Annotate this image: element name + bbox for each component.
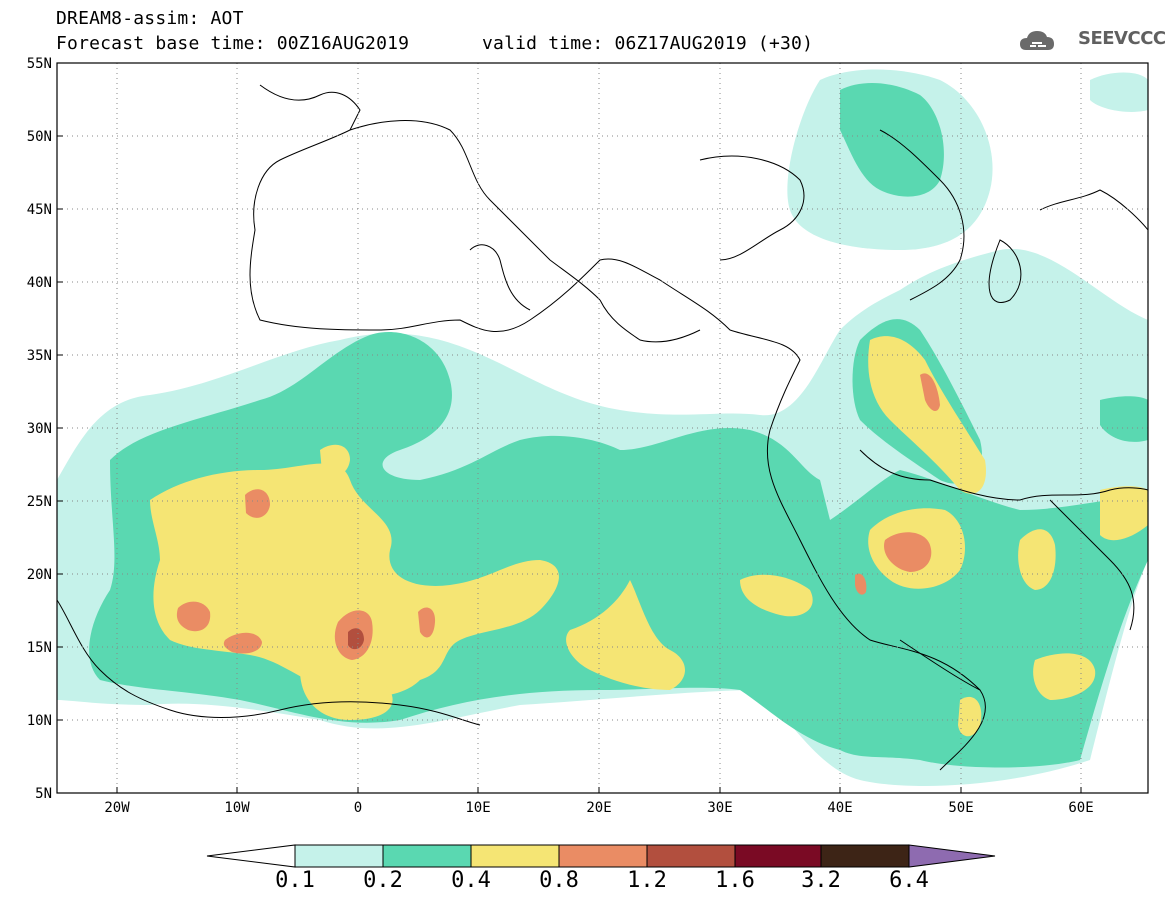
colorbar-label: 0.4 xyxy=(451,868,491,893)
lat-label: 35N xyxy=(27,348,52,364)
colorbar-swatch-1.2-1.6 xyxy=(646,844,736,868)
lat-label: 25N xyxy=(27,494,52,510)
lon-label: 60E xyxy=(1068,800,1093,816)
axis-ticks xyxy=(57,62,1082,794)
coastlines xyxy=(57,84,1148,771)
colorbar-swatch-3.2-6.4 xyxy=(820,844,910,868)
colorbar-swatch-0.4-0.8 xyxy=(470,844,560,868)
colorbar-label: 1.6 xyxy=(715,868,755,893)
colorbar-low-arrow xyxy=(206,844,296,868)
colorbar-label: 0.2 xyxy=(363,868,403,893)
colorbar-label: 1.2 xyxy=(627,868,667,893)
lon-label: 50E xyxy=(948,800,973,816)
logo-text: SEEVCCC xyxy=(1078,28,1165,49)
longitude-labels: 20W 10W 0 10E 20E 30E 40E 50E 60E xyxy=(104,800,1093,816)
lon-label: 30E xyxy=(707,800,732,816)
graticule xyxy=(57,63,1148,793)
lat-label: 10N xyxy=(27,713,52,729)
forecast-base-time: Forecast base time: 00Z16AUG2019 xyxy=(56,33,410,54)
colorbar-swatch-0.1-0.2 xyxy=(294,844,384,868)
lon-label: 40E xyxy=(827,800,852,816)
lon-label: 10W xyxy=(224,800,250,816)
lat-label: 45N xyxy=(27,202,52,218)
lon-label: 10E xyxy=(465,800,490,816)
colorbar-label: 6.4 xyxy=(889,868,929,893)
lat-label: 20N xyxy=(27,567,52,583)
lat-label: 55N xyxy=(27,56,52,72)
lat-label: 15N xyxy=(27,640,52,656)
lon-label: 0 xyxy=(354,800,362,816)
colorbar-swatch-0.2-0.4 xyxy=(382,844,472,868)
lon-label: 20W xyxy=(104,800,130,816)
lat-label: 30N xyxy=(27,421,52,437)
lat-label: 50N xyxy=(27,129,52,145)
colorbar-swatch-1.6-3.2 xyxy=(734,844,822,868)
seevccc-cloud-logo-icon xyxy=(1020,31,1054,50)
colorbar-label: 0.1 xyxy=(275,868,315,893)
colorbar-swatch-0.8-1.2 xyxy=(558,844,648,868)
aot-level-1.2 xyxy=(348,628,364,650)
colorbar-label: 0.8 xyxy=(539,868,579,893)
chart-title: DREAM8-assim: AOT xyxy=(56,8,244,29)
latitude-labels: 55N 50N 45N 40N 35N 30N 25N 20N 15N 10N … xyxy=(27,56,52,802)
lat-label: 40N xyxy=(27,275,52,291)
colorbar-high-arrow xyxy=(908,844,996,868)
lat-label: 5N xyxy=(35,786,52,802)
colorbar xyxy=(206,844,996,868)
lon-label: 20E xyxy=(586,800,611,816)
aot-field xyxy=(57,69,1148,786)
valid-time: valid time: 06Z17AUG2019 (+30) xyxy=(482,33,814,54)
colorbar-label: 3.2 xyxy=(801,868,841,893)
